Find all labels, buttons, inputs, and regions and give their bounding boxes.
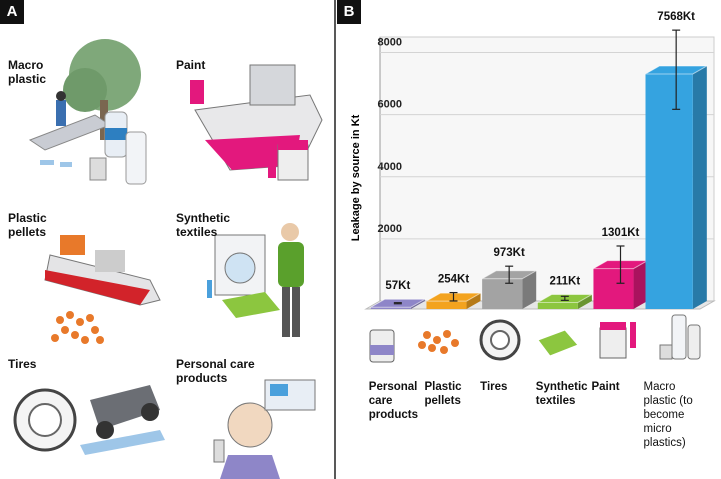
bar bbox=[537, 302, 578, 309]
bar bbox=[593, 268, 634, 309]
personal-care-art bbox=[213, 379, 316, 479]
x-tick-label: Personal care products bbox=[368, 381, 418, 421]
bar bbox=[426, 301, 467, 309]
bar-side bbox=[633, 260, 648, 309]
bar-side bbox=[466, 293, 481, 309]
y-tick-label: 2000 bbox=[378, 223, 402, 235]
tires-art bbox=[13, 385, 165, 455]
y-axis-label: Leakage by source in Kt bbox=[350, 114, 362, 241]
illustration-label: Paint bbox=[176, 58, 206, 72]
macro-plastic-art bbox=[28, 39, 147, 185]
y-tick-label: 6000 bbox=[378, 99, 402, 111]
illustration-label: Personal care products bbox=[176, 357, 255, 385]
bar bbox=[482, 278, 523, 309]
bar bbox=[370, 307, 411, 309]
illustration-label: Plastic pellets bbox=[8, 211, 47, 239]
value-label: 7568Kt bbox=[657, 11, 695, 23]
x-tick-label: Macro plastic (to become micro plastics) bbox=[643, 381, 693, 449]
value-label: 57Kt bbox=[385, 280, 410, 292]
bar-side bbox=[577, 294, 592, 309]
illustration-label: Tires bbox=[8, 357, 37, 371]
x-tick-label: Synthetic textiles bbox=[535, 381, 588, 407]
value-label: 1301Kt bbox=[602, 227, 640, 239]
bar-side bbox=[692, 65, 707, 309]
bar-side bbox=[522, 270, 537, 309]
value-label: 254Kt bbox=[438, 274, 469, 286]
textiles-art bbox=[207, 223, 304, 337]
paint-art bbox=[190, 64, 323, 181]
value-label: 973Kt bbox=[494, 247, 525, 259]
panel-label: A bbox=[0, 0, 24, 24]
illustration-label: Synthetic textiles bbox=[176, 211, 231, 239]
x-tick-label: Paint bbox=[591, 381, 620, 393]
panel-label: B bbox=[337, 0, 361, 24]
value-label: 211Kt bbox=[549, 275, 580, 287]
illustration-label: Macro plastic bbox=[8, 58, 47, 86]
y-tick-label: 4000 bbox=[378, 161, 402, 173]
y-tick-label: 8000 bbox=[378, 37, 402, 49]
x-tick-label: Plastic pellets bbox=[424, 381, 462, 407]
pellets-art bbox=[44, 235, 161, 344]
category-icons bbox=[369, 314, 701, 363]
bar bbox=[645, 73, 693, 309]
x-tick-label: Tires bbox=[480, 381, 508, 393]
